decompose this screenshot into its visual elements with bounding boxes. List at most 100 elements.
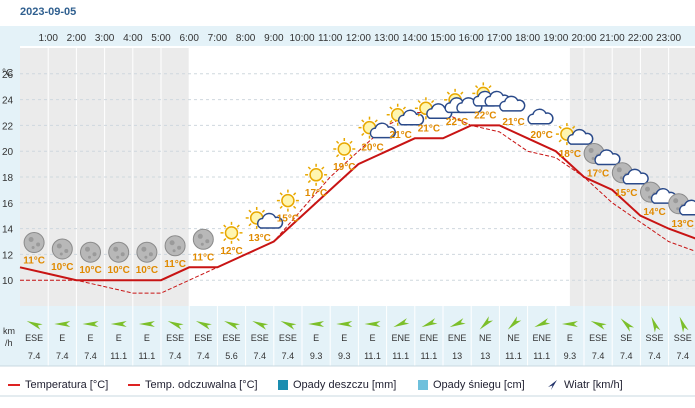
y-axis-panel: [0, 26, 20, 366]
wind-direction: E: [341, 333, 347, 343]
sun-cloud-icon: [555, 123, 594, 146]
temperature-label: 13°C: [249, 233, 271, 244]
temperature-label: 13°C: [672, 219, 694, 230]
temperature-label: 10°C: [79, 265, 101, 276]
hour-label: 5:00: [151, 33, 171, 44]
wind-arrow-icon: [224, 321, 241, 330]
wind-speed: 7.4: [648, 351, 661, 361]
wind-direction: ESE: [222, 333, 240, 343]
legend-felt-line: [128, 384, 140, 386]
moon-icon: [80, 241, 101, 263]
moon-icon: [108, 241, 130, 263]
hour-label: 1:00: [38, 33, 58, 44]
moon-icon: [192, 228, 214, 250]
wind-arrow-icon: [82, 321, 99, 327]
legend-wind-label: Wiatr [km/h]: [564, 379, 623, 391]
wind-direction: ENE: [391, 333, 410, 343]
hour-label: 22:00: [628, 33, 653, 44]
wind-direction: NE: [507, 333, 520, 343]
temperature-label: 22°C: [474, 110, 496, 121]
legend-felt-label: Temp. odczuwalna [°C]: [145, 379, 258, 391]
temperature-label: 22°C: [446, 117, 468, 128]
wind-arrow-icon: [449, 318, 466, 328]
wind-speed: 11.1: [420, 351, 437, 361]
temperature-label: 11°C: [192, 252, 214, 263]
hour-label: 16:00: [459, 33, 484, 44]
moon-icon: [51, 238, 73, 260]
wind-speed: 9.3: [564, 351, 577, 361]
wind-arrow-icon: [138, 321, 155, 327]
wind-speed: 11.1: [110, 351, 127, 361]
wind-direction: ESE: [589, 333, 607, 343]
temperature-label: 14°C: [643, 207, 665, 218]
legend-rain-label: Opady deszczu [mm]: [293, 379, 397, 391]
sun-cloud-icon: [358, 116, 396, 139]
wind-direction: E: [144, 333, 150, 343]
legend-wind-arrow-icon: [548, 380, 557, 390]
hour-label: 4:00: [123, 33, 143, 44]
wind-speed: 9.3: [310, 351, 323, 361]
wind-speed: 7.4: [84, 351, 97, 361]
wind-direction: E: [59, 333, 65, 343]
wind-arrow-icon: [110, 321, 127, 327]
legend-snow: Opady śniegu [cm]: [418, 378, 525, 392]
hour-label: 17:00: [487, 33, 512, 44]
temperature-label: 21°C: [502, 117, 524, 128]
temperature-label: 15°C: [615, 188, 637, 199]
wind-direction: ESE: [251, 333, 269, 343]
sun-icon: [333, 138, 356, 160]
hour-label: 18:00: [515, 33, 540, 44]
wind-speed: 7.4: [592, 351, 605, 361]
hour-label: 2:00: [67, 33, 87, 44]
wind-direction: ESE: [279, 333, 297, 343]
hour-label: 21:00: [600, 33, 625, 44]
temperature-label: 11°C: [164, 259, 186, 270]
cloud-icon: [527, 108, 554, 125]
wind-speed: 7.4: [676, 351, 689, 361]
wind-arrow-icon: [620, 318, 635, 332]
wind-speed: 7.4: [282, 351, 295, 361]
wind-speed: 11.1: [533, 351, 550, 361]
moon-icon: [136, 241, 158, 263]
legend-temperature-line: [8, 384, 20, 386]
y-tick-label: 20: [2, 147, 14, 158]
wind-arrow-icon: [534, 318, 551, 328]
wind-direction: ESE: [25, 333, 43, 343]
wind-direction: ENE: [420, 333, 439, 343]
wind-unit: km: [3, 326, 15, 336]
temperature-label: 19°C: [333, 162, 355, 173]
hour-label: 8:00: [236, 33, 256, 44]
wind-direction: SSE: [645, 333, 663, 343]
sun-icon: [220, 221, 243, 244]
y-tick-label: 22: [2, 121, 14, 132]
legend-wind: Wiatr [km/h]: [547, 378, 623, 392]
temperature-line: [19, 124, 695, 282]
hour-strip: [20, 26, 695, 46]
legend-felt: Temp. odczuwalna [°C]: [128, 378, 258, 392]
y-tick-label: 10: [2, 276, 14, 287]
sun-cloud-icon: [386, 103, 425, 126]
temperature-label: 21°C: [390, 130, 412, 141]
sun-cloud-icon: [245, 206, 284, 229]
wind-arrow-icon: [167, 321, 184, 330]
wind-speed: 7.4: [253, 351, 266, 361]
wind-speed: 9.3: [338, 351, 351, 361]
temperature-label: 10°C: [51, 262, 73, 273]
temperature-label: 11°C: [23, 256, 45, 267]
wind-direction: SE: [620, 333, 632, 343]
wind-speed: 11.1: [392, 351, 409, 361]
y-axis-unit: °C: [2, 68, 13, 79]
hour-label: 7:00: [208, 33, 228, 44]
y-tick-label: 14: [2, 225, 14, 236]
moon-icon: [164, 235, 186, 257]
wind-direction: NE: [479, 333, 492, 343]
wind-speed: 5.6: [225, 351, 238, 361]
wind-unit-hour: /h: [5, 338, 13, 348]
wind-arrow-icon: [561, 321, 578, 327]
wind-arrow-icon: [195, 321, 212, 330]
wind-direction: SSE: [674, 333, 692, 343]
hour-label: 6:00: [179, 33, 199, 44]
hour-label: 12:00: [346, 33, 371, 44]
hour-label: 23:00: [656, 33, 681, 44]
